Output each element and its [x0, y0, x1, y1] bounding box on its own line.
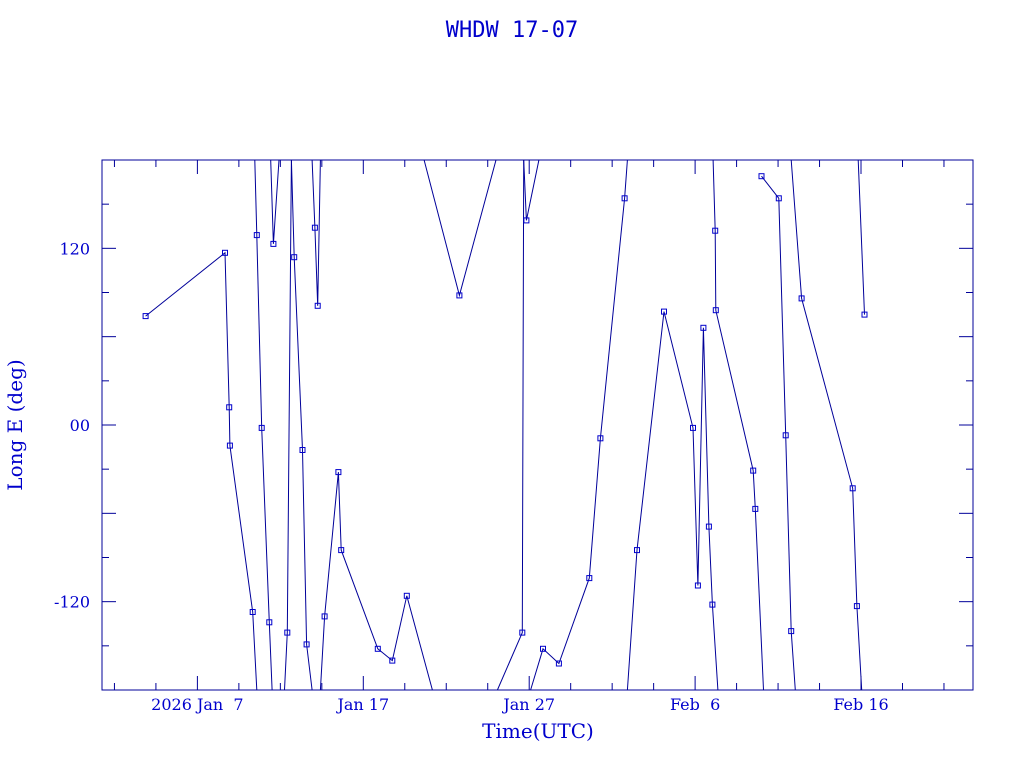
data-point [226, 404, 233, 411]
data-point [222, 249, 228, 256]
x-tick-label: 2026 Jan 7 [151, 695, 243, 714]
series-line [712, 159, 764, 691]
series-6 [311, 159, 321, 309]
x-tick-label: Jan 27 [501, 695, 555, 714]
data-point [690, 424, 696, 431]
series-13 [712, 159, 764, 691]
series-4 [284, 159, 292, 691]
series-line [290, 159, 313, 691]
data-point [321, 613, 328, 620]
chart-title: WHDW 17-07 [446, 18, 578, 43]
series-line [319, 472, 433, 691]
data-point [299, 447, 306, 453]
x-tick-label: Feb 6 [670, 695, 720, 714]
series-8 [423, 159, 497, 299]
series-12 [626, 308, 719, 691]
series-line [761, 175, 796, 691]
data-point [775, 195, 782, 202]
axis-ticks [102, 160, 973, 690]
data-point [456, 292, 463, 299]
x-axis-label: Time(UTC) [482, 719, 594, 743]
series-line [423, 159, 497, 298]
data-point [782, 432, 789, 439]
data-point [311, 224, 318, 231]
data-point [253, 232, 260, 239]
series-9 [496, 159, 526, 691]
series-line [523, 159, 540, 221]
data-point [750, 467, 757, 474]
series-15 [790, 159, 863, 691]
y-axis-label: Long E (deg) [3, 359, 27, 490]
data-point [266, 619, 273, 626]
series-2 [253, 159, 273, 691]
series-line [857, 159, 865, 315]
series-3 [270, 159, 280, 247]
series-group [142, 159, 868, 691]
data-point [705, 523, 712, 530]
data-point [709, 601, 716, 608]
data-point [849, 485, 856, 492]
data-point [270, 240, 277, 247]
data-point [403, 592, 410, 599]
series-5 [290, 159, 313, 691]
tick-labels: 120 00 -120 2026 Jan 7 Jan 17 Jan 27 Feb 6 Feb … [54, 239, 889, 714]
data-point [752, 505, 759, 512]
data-point [694, 582, 701, 589]
y-tick-label: -120 [54, 593, 90, 612]
data-point [314, 302, 321, 309]
data-point [142, 313, 149, 320]
series-line [145, 251, 258, 691]
series-line [530, 159, 628, 691]
data-point [597, 435, 604, 442]
data-point [226, 442, 233, 449]
data-point [621, 195, 628, 202]
data-point [523, 217, 530, 224]
data-point [788, 628, 795, 635]
data-point [335, 469, 342, 476]
data-point [853, 603, 860, 610]
series-11 [530, 159, 628, 691]
series-line [311, 159, 321, 306]
data-point [861, 311, 868, 318]
data-point [555, 660, 562, 667]
series-line [626, 311, 719, 691]
series-1 [142, 249, 258, 691]
plot-frame [101, 159, 974, 691]
data-point [389, 657, 396, 664]
series-10 [523, 159, 540, 224]
series-14 [758, 173, 796, 691]
x-tick-label: Feb 16 [833, 695, 888, 714]
data-point [519, 629, 526, 636]
data-point [712, 227, 719, 234]
data-point [712, 307, 719, 314]
data-point [284, 629, 291, 636]
y-tick-label: 120 [59, 239, 90, 258]
series-line [284, 159, 292, 691]
data-point [374, 645, 381, 652]
series-line [270, 159, 280, 244]
series-line [790, 159, 863, 691]
data-point [586, 575, 593, 582]
series-16 [857, 159, 868, 318]
series-line [496, 159, 525, 691]
data-point [758, 173, 765, 180]
series-7 [319, 469, 433, 691]
data-point [540, 645, 546, 652]
data-point [303, 641, 310, 648]
data-point [700, 324, 707, 331]
y-tick-label: 00 [70, 416, 90, 435]
data-point [798, 295, 805, 302]
series-line [254, 159, 273, 691]
data-point [291, 254, 298, 261]
data-point [634, 547, 640, 554]
data-point [258, 424, 265, 431]
x-tick-label: Jan 17 [335, 695, 389, 714]
data-point [338, 547, 345, 554]
data-point [661, 308, 667, 315]
data-point [249, 609, 256, 615]
